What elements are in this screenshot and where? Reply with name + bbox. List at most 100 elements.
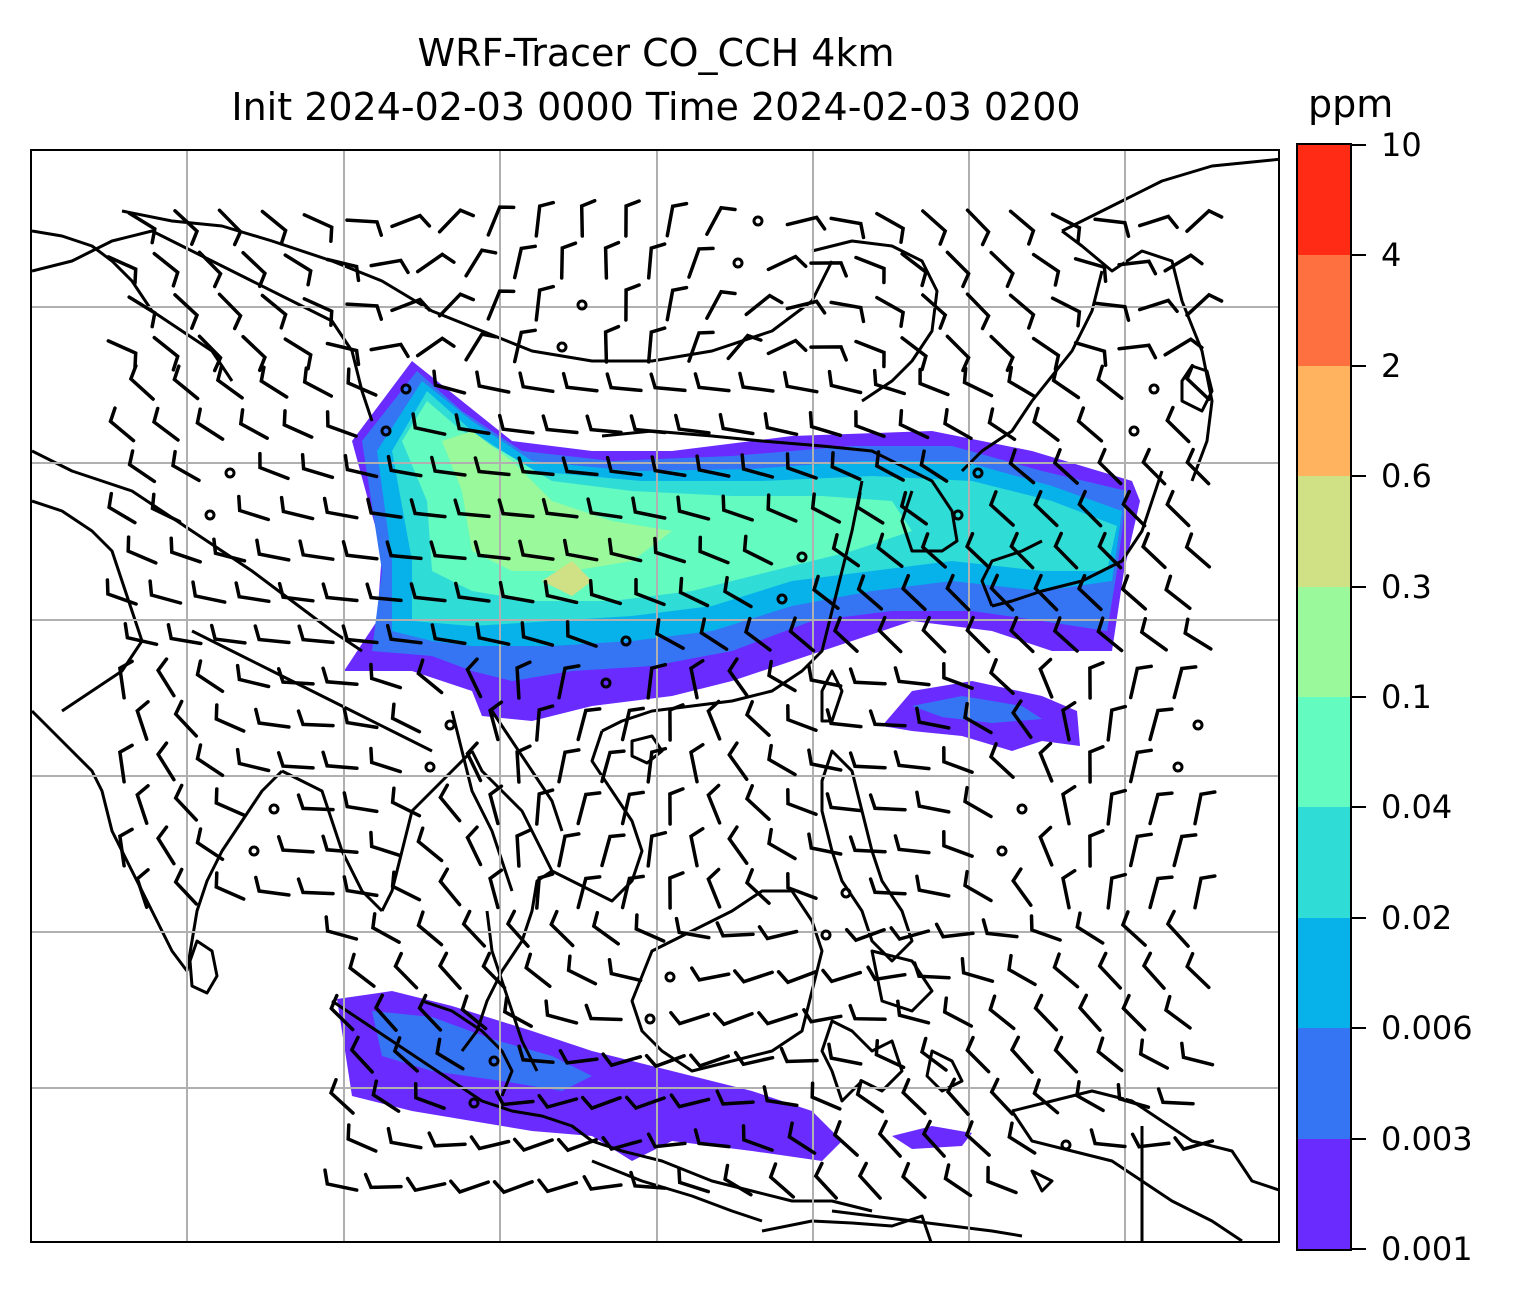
wind-barb [981, 918, 1019, 939]
wind-barb [942, 830, 974, 858]
colorbar-tick-label: 2 [1381, 346, 1402, 385]
wind-barb [438, 867, 462, 907]
wind-barb [105, 578, 138, 606]
wind-barb [1183, 617, 1213, 651]
wind-barb [785, 452, 818, 480]
colorbar-tick-label: 10 [1381, 126, 1422, 164]
colorbar-tick [1352, 1027, 1366, 1030]
calm-wind-circle [268, 803, 280, 815]
wind-barb [454, 581, 491, 603]
wind-barb [341, 540, 379, 561]
wind-barb [1073, 257, 1108, 283]
wind-barb [475, 622, 511, 646]
colorbar-tick [1352, 696, 1366, 698]
wind-barb [848, 667, 887, 686]
wind-barb [1173, 1136, 1215, 1152]
wind-barb [989, 1077, 1015, 1116]
wind-barb [535, 872, 555, 910]
wind-barb [1050, 212, 1082, 244]
wind-barb [943, 407, 973, 441]
border-laos-vietnam [490, 710, 564, 832]
wind-barb [1053, 1035, 1079, 1074]
wind-barb [848, 751, 887, 770]
wind-barb [429, 540, 467, 561]
wind-barb [106, 255, 138, 285]
wind-barb [1038, 825, 1054, 867]
colorbar-tick-label: 0.001 [1381, 1230, 1473, 1268]
wind-barb [1185, 208, 1224, 233]
chart-title-line2: Init 2024-02-03 0000 Time 2024-02-03 020… [231, 85, 1081, 129]
wind-barb [988, 490, 1015, 527]
wind-barb [901, 1161, 927, 1200]
wind-barb [650, 455, 687, 478]
wind-barb [988, 658, 1015, 695]
wind-barb [535, 704, 555, 742]
wind-barb [1172, 665, 1198, 700]
wind-barb [1050, 296, 1082, 328]
calm-wind-circle [996, 845, 1008, 857]
wind-barb [1011, 867, 1033, 907]
wind-barb [808, 410, 843, 438]
wind-barb [875, 295, 906, 328]
wind-barb [171, 449, 201, 483]
colorbar-tick [1352, 585, 1366, 588]
wind-barb [1033, 573, 1059, 612]
wind-barb [1009, 615, 1035, 654]
wind-barb [488, 784, 504, 826]
wind-barb [411, 412, 447, 436]
wind-barb [1165, 405, 1191, 444]
wind-barb [580, 1095, 622, 1111]
wind-barb [624, 1095, 666, 1111]
wind-barb [689, 742, 705, 784]
calm-wind-circle [468, 1097, 480, 1109]
coast-lesser-sunda [831, 1209, 1023, 1238]
border-kazakhstan [32, 229, 234, 382]
wind-barb [1031, 252, 1061, 287]
wind-barb [646, 746, 668, 784]
wind-barb [766, 338, 808, 356]
wind-barb [258, 451, 290, 481]
colorbar-tick-label: 0.02 [1381, 898, 1453, 937]
wind-barb [212, 537, 247, 563]
wind-barb [260, 209, 288, 246]
wind-barb [237, 494, 271, 522]
wind-barb [488, 868, 504, 910]
wind-barb [821, 968, 863, 984]
wind-barb [385, 540, 423, 561]
wind-barb [919, 1036, 948, 1072]
wind-barb [541, 414, 579, 435]
wind-barb [166, 623, 203, 646]
colorbar-segment [1298, 696, 1350, 808]
wind-barb [259, 365, 289, 399]
wind-barb [744, 868, 771, 905]
wind-barb [767, 743, 797, 777]
wind-barb [601, 1052, 643, 1068]
wind-barb [409, 582, 447, 603]
wind-barb [173, 867, 199, 906]
wind-barb [512, 244, 537, 280]
wind-barb [1120, 574, 1148, 611]
wind-barb [893, 750, 931, 771]
wind-barb [469, 1135, 511, 1151]
wind-barb [766, 493, 798, 523]
wind-barb [868, 877, 907, 896]
wind-barb [776, 969, 818, 985]
wind-barb [543, 579, 579, 605]
calm-wind-circle [600, 677, 612, 689]
wind-barb [807, 664, 843, 688]
wind-barb [449, 1179, 490, 1194]
wind-barb [669, 1093, 711, 1109]
wind-barb [1061, 700, 1077, 742]
wind-barb [195, 827, 225, 862]
coast-india-east [185, 769, 284, 972]
wind-barb [877, 615, 903, 654]
wind-barb [649, 372, 687, 393]
colorbar-tick [1352, 806, 1366, 809]
wind-barb [767, 827, 797, 861]
wind-barb [1096, 1036, 1124, 1073]
wind-barb [117, 743, 134, 784]
plume-east-asia-core [542, 561, 592, 596]
wind-barb [687, 330, 715, 363]
wind-barb [1032, 1078, 1060, 1115]
wind-barb [668, 787, 685, 826]
